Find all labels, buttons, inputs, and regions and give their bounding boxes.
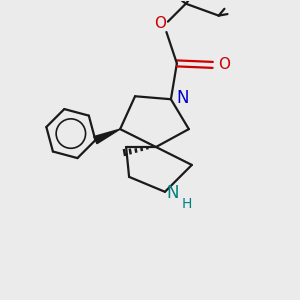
Text: O: O [154,16,166,31]
Text: O: O [218,57,230,72]
Polygon shape [94,129,120,144]
Text: N: N [167,184,179,202]
Text: N: N [176,89,189,107]
Text: H: H [182,197,192,211]
